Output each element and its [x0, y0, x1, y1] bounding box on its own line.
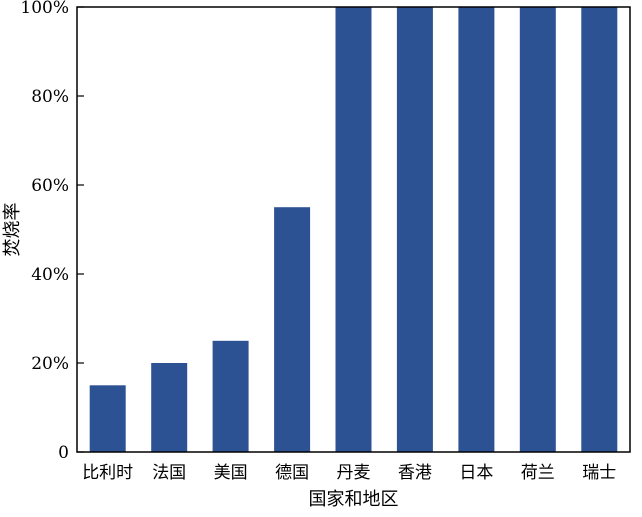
y-tick-label-3: 60% — [31, 176, 69, 196]
x-tick-label-9: 瑞士 — [582, 463, 616, 483]
x-tick-label-8: 荷兰 — [521, 463, 555, 483]
bar-4 — [274, 207, 311, 452]
x-tick-label-1: 比利时 — [82, 463, 133, 483]
x-tick-label-5: 丹麦 — [337, 463, 371, 483]
y-axis-ticks — [77, 6, 84, 453]
y-tick-label-4: 80% — [31, 87, 69, 107]
bar-3 — [212, 340, 249, 453]
y-tick-label-2: 40% — [31, 265, 69, 285]
x-axis-title: 国家和地区 — [309, 489, 399, 510]
y-axis-tick-labels: 0 20% 40% 60% 80% 100% — [20, 0, 69, 463]
y-tick-label-1: 20% — [31, 354, 69, 374]
x-tick-label-6: 香港 — [398, 463, 432, 483]
x-tick-label-4: 德国 — [275, 463, 309, 483]
x-axis-tick-labels: 比利时 法国 美国 德国 丹麦 香港 日本 荷兰 瑞士 — [82, 463, 616, 483]
bar-2 — [151, 363, 188, 452]
bar-6 — [396, 7, 433, 452]
bar-1 — [89, 385, 126, 453]
bar-5 — [335, 7, 372, 452]
x-tick-label-2: 法国 — [152, 463, 186, 483]
x-tick-label-7: 日本 — [459, 463, 493, 483]
bars — [89, 7, 618, 453]
x-tick-label-3: 美国 — [214, 463, 248, 483]
plot-frame — [76, 6, 631, 453]
bar-9 — [581, 7, 618, 452]
bar-8 — [519, 7, 556, 452]
bar-7 — [458, 7, 495, 452]
y-tick-label-5: 100% — [20, 0, 69, 18]
y-axis-title: 焚烧率 — [2, 203, 23, 257]
y-tick-label-0: 0 — [58, 443, 69, 463]
